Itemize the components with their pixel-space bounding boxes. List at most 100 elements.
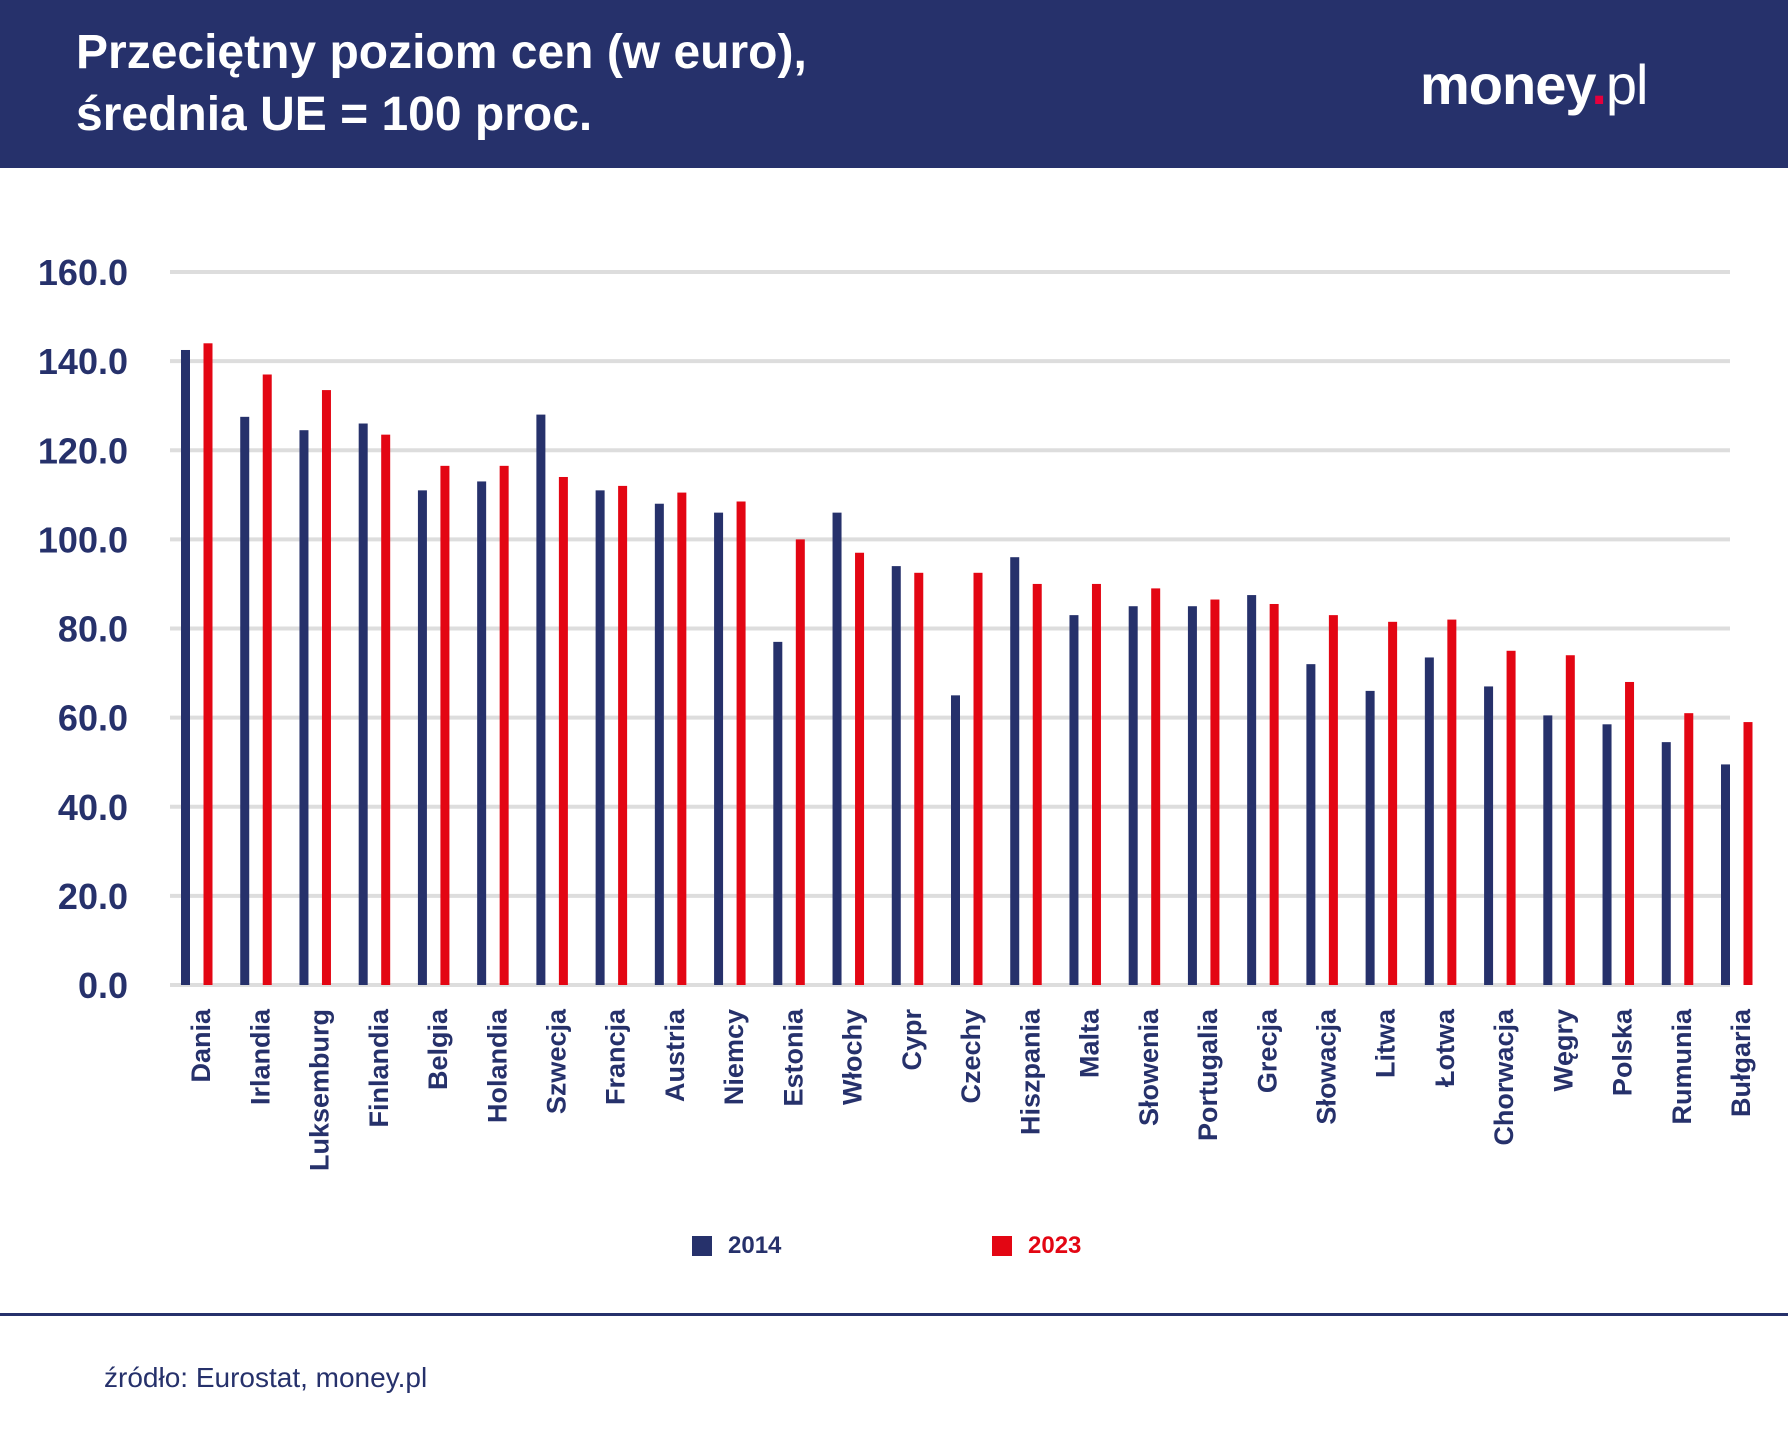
bar-2023-13 bbox=[973, 572, 983, 985]
chart-title-line-2: średnia UE = 100 proc. bbox=[76, 88, 593, 141]
bar-2023-25 bbox=[1684, 713, 1694, 985]
bar-2023-0 bbox=[203, 343, 213, 985]
y-tick-label: 0.0 bbox=[78, 965, 128, 1006]
y-tick-label: 100.0 bbox=[38, 519, 128, 560]
x-category-label: Luksemburg bbox=[305, 1009, 335, 1171]
bar-2023-21 bbox=[1447, 619, 1457, 985]
bar-2014-12 bbox=[891, 566, 901, 985]
bar-2014-5 bbox=[477, 481, 487, 985]
bar-2014-2 bbox=[299, 430, 309, 985]
bar-2014-10 bbox=[773, 641, 783, 985]
bar-2014-14 bbox=[1010, 557, 1020, 985]
legend-item-2014: 2014 bbox=[692, 1232, 781, 1260]
x-category-label: Holandia bbox=[482, 1008, 512, 1123]
x-category-label: Dania bbox=[186, 1008, 216, 1083]
x-category-label: Rumunia bbox=[1667, 1008, 1697, 1124]
bar-2014-25 bbox=[1661, 742, 1671, 985]
bar-2014-6 bbox=[536, 414, 546, 986]
bar-2014-3 bbox=[358, 423, 368, 985]
bar-2014-15 bbox=[1069, 615, 1079, 985]
x-category-label: Austria bbox=[660, 1008, 690, 1102]
bar-2023-22 bbox=[1506, 650, 1516, 985]
bar-2023-3 bbox=[381, 434, 391, 985]
bar-2023-19 bbox=[1328, 615, 1338, 985]
bar-2014-24 bbox=[1602, 724, 1612, 985]
bar-2014-4 bbox=[417, 490, 427, 985]
x-category-label: Estonia bbox=[778, 1008, 808, 1107]
y-tick-label: 80.0 bbox=[58, 609, 128, 650]
bar-2014-8 bbox=[654, 503, 664, 985]
bar-2014-22 bbox=[1484, 686, 1494, 985]
bar-2023-15 bbox=[1091, 583, 1101, 985]
chart-header: Przeciętny poziom cen (w euro), średnia … bbox=[0, 0, 1788, 168]
bar-2023-14 bbox=[1032, 583, 1042, 985]
bar-2023-18 bbox=[1269, 603, 1279, 985]
legend-label-2014: 2014 bbox=[728, 1232, 782, 1259]
bar-2014-18 bbox=[1247, 595, 1257, 985]
bar-2014-17 bbox=[1187, 606, 1197, 985]
y-tick-label: 40.0 bbox=[58, 787, 128, 828]
bar-2014-0 bbox=[181, 349, 190, 985]
x-category-label: Chorwacja bbox=[1489, 1008, 1519, 1146]
bar-2023-1 bbox=[262, 374, 272, 985]
bar-2014-20 bbox=[1365, 690, 1375, 985]
x-category-label: Hiszpania bbox=[1015, 1008, 1045, 1135]
legend-item-2023: 2023 bbox=[992, 1232, 1081, 1260]
bar-2023-16 bbox=[1151, 588, 1161, 985]
bar-2014-11 bbox=[832, 512, 842, 985]
bar-2023-5 bbox=[499, 465, 509, 985]
bar-2023-24 bbox=[1625, 681, 1635, 985]
bar-2014-23 bbox=[1543, 715, 1553, 985]
x-category-label: Finlandia bbox=[364, 1008, 394, 1127]
bar-2023-6 bbox=[558, 476, 568, 985]
bar-2014-9 bbox=[714, 512, 724, 985]
bar-2023-11 bbox=[855, 552, 865, 985]
bar-2023-10 bbox=[795, 539, 805, 985]
bar-2023-9 bbox=[736, 501, 746, 985]
x-category-label: Włochy bbox=[838, 1009, 868, 1105]
legend-label-2023: 2023 bbox=[1028, 1232, 1082, 1259]
bar-2023-7 bbox=[618, 485, 628, 985]
bar-2014-16 bbox=[1128, 606, 1138, 985]
bar-chart: 0.0 20.0 40.0 60.0 80.0 100.0 120.0 140.0 160.0 D… bbox=[38, 252, 1756, 1171]
x-category-label: Czechy bbox=[956, 1009, 986, 1104]
y-tick-label: 20.0 bbox=[58, 876, 128, 917]
legend-swatch-2014 bbox=[692, 1236, 712, 1256]
x-category-label: Niemcy bbox=[719, 1009, 749, 1105]
x-category-label: Malta bbox=[1075, 1008, 1105, 1078]
x-category-label: Francja bbox=[601, 1008, 631, 1105]
x-category-label: Łotwa bbox=[1430, 1008, 1460, 1087]
legend-swatch-2023 bbox=[992, 1236, 1012, 1256]
chart-legend: 2014 2023 bbox=[0, 1232, 1788, 1272]
x-category-label: Belgia bbox=[423, 1008, 453, 1090]
x-category-label: Bułgaria bbox=[1726, 1008, 1756, 1117]
footer-divider bbox=[0, 1313, 1788, 1316]
x-category-label: Cypr bbox=[897, 1009, 927, 1071]
bar-2023-12 bbox=[914, 572, 924, 985]
chart-title-line-1: Przeciętny poziom cen (w euro), bbox=[76, 26, 807, 79]
bar-2014-7 bbox=[595, 490, 605, 985]
bar-2023-26 bbox=[1743, 722, 1753, 985]
bar-2014-1 bbox=[240, 416, 250, 985]
x-category-label: Litwa bbox=[1371, 1008, 1401, 1078]
x-category-label: Portugalia bbox=[1193, 1008, 1223, 1141]
y-tick-label: 60.0 bbox=[58, 698, 128, 739]
bar-2014-26 bbox=[1721, 764, 1730, 985]
x-category-label: Grecja bbox=[1252, 1008, 1282, 1093]
x-category-label: Słowenia bbox=[1134, 1008, 1164, 1126]
bar-2023-23 bbox=[1565, 655, 1575, 985]
bar-2023-4 bbox=[440, 465, 450, 985]
y-tick-label: 140.0 bbox=[38, 341, 128, 382]
logo-dot: . bbox=[1591, 53, 1607, 116]
money-pl-logo: money.pl bbox=[1420, 52, 1648, 117]
x-category-label: Słowacja bbox=[1312, 1008, 1342, 1125]
bar-2023-20 bbox=[1388, 621, 1398, 985]
chart-title: Przeciętny poziom cen (w euro), średnia … bbox=[76, 22, 807, 146]
x-category-label: Szwecja bbox=[542, 1008, 572, 1114]
bar-2014-13 bbox=[951, 695, 960, 985]
bar-2023-2 bbox=[321, 390, 331, 985]
bar-2014-19 bbox=[1306, 664, 1316, 985]
logo-main: money bbox=[1420, 53, 1592, 116]
bar-2014-21 bbox=[1424, 657, 1434, 985]
logo-suffix: pl bbox=[1605, 53, 1649, 116]
